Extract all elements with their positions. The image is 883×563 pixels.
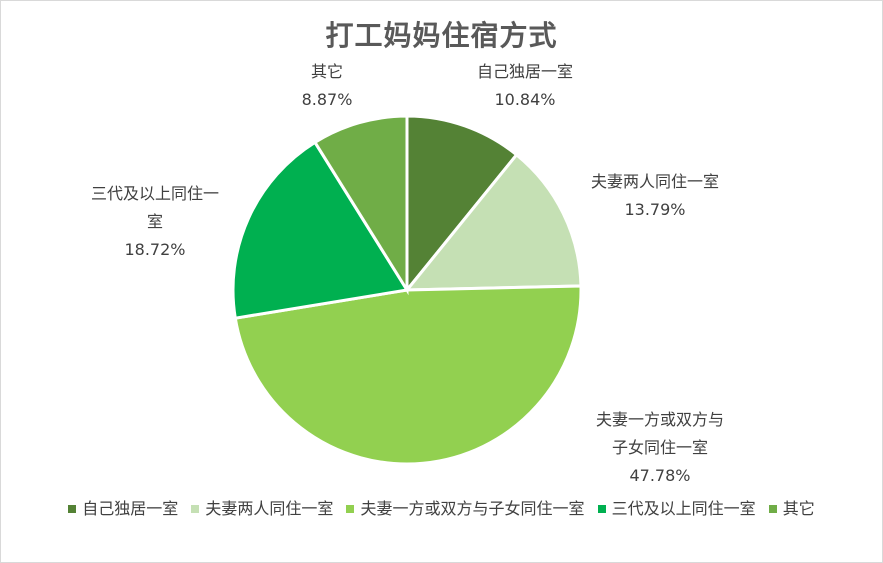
slice-label-4-category: 其它: [310, 62, 343, 81]
slice-label-0-category: 自己独居一室: [476, 62, 573, 81]
slice-label-4: 其它 8.87%: [277, 58, 377, 114]
pie-slice-1[interactable]: [403, 152, 583, 292]
slice-label-4-value: 8.87%: [301, 90, 353, 109]
legend-swatch-2: [346, 504, 355, 513]
legend-label-0: 自己独居一室: [82, 499, 179, 518]
legend-label-1: 夫妻两人同住一室: [205, 499, 334, 518]
slice-label-1-category: 夫妻两人同住一室: [590, 172, 719, 191]
legend-swatch-4: [768, 504, 777, 513]
slice-label-2: 夫妻一方或双方与 子女同住一室 47.78%: [575, 378, 745, 518]
pie-slice-4[interactable]: [312, 114, 409, 296]
legend-item-0[interactable]: 自己独居一室: [68, 495, 178, 519]
slice-label-1: 夫妻两人同住一室 13.79%: [570, 168, 740, 224]
legend-swatch-1: [191, 504, 200, 513]
legend-label-4: 其它: [782, 499, 815, 518]
legend-item-1[interactable]: 夫妻两人同住一室: [191, 495, 333, 519]
legend-label-3: 三代及以上同住一室: [611, 499, 756, 518]
slice-label-3-value: 18.72%: [124, 240, 186, 259]
legend-label-2: 夫妻一方或双方与子女同住一室: [360, 499, 585, 518]
slice-label-1-value: 13.79%: [624, 200, 686, 219]
slice-label-0-value: 10.84%: [494, 90, 556, 109]
pie-slice-3[interactable]: [231, 140, 410, 320]
legend-item-3[interactable]: 三代及以上同住一室: [597, 495, 756, 519]
slice-label-0: 自己独居一室 10.84%: [455, 58, 595, 114]
legend-swatch-0: [68, 504, 77, 513]
legend-item-2[interactable]: 夫妻一方或双方与子女同住一室: [346, 495, 585, 519]
legend: 自己独居一室 夫妻两人同住一室 夫妻一方或双方与子女同住一室 三代及以上同住一室…: [0, 495, 883, 519]
slice-label-2-value: 47.78%: [629, 466, 691, 485]
slice-label-2-category: 夫妻一方或双方与 子女同住一室: [595, 410, 724, 457]
chart-title: 打工妈妈住宿方式: [325, 19, 558, 52]
pie-slice-0[interactable]: [405, 114, 519, 295]
legend-item-4[interactable]: 其它: [768, 495, 815, 519]
legend-swatch-3: [597, 504, 606, 513]
pie-slice-2[interactable]: [233, 284, 583, 466]
slice-label-3: 三代及以上同住一 室 18.72%: [70, 152, 240, 292]
slice-label-3-category: 三代及以上同住一 室: [90, 184, 219, 231]
